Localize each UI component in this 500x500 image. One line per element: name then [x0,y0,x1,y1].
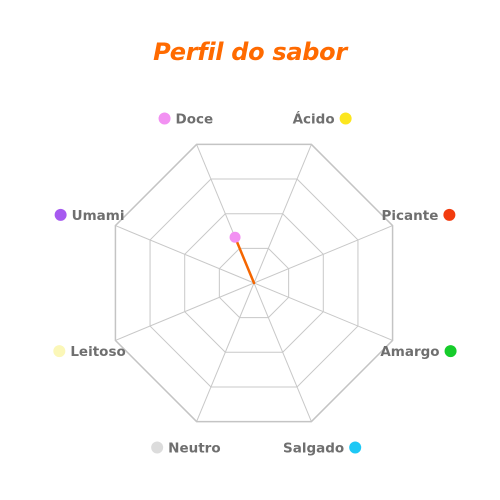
axis-label-neutro: Neutro [151,440,221,456]
axis-label-text: Amargo [380,344,439,360]
radar-axis-labels: Doce Ácido Picante Amargo Salgado Neutro Leito… [53,111,457,456]
spoke-salgado [253,282,312,422]
axis-label-amargo: Amargo [380,344,457,360]
legend-marker-salgado [349,441,362,454]
axis-label-text: Picante [382,208,439,224]
radar-series [229,231,256,285]
legend-marker-picante [443,208,456,221]
spoke-leitoso [115,282,255,341]
data-point-doce [229,231,241,243]
axis-label-picante: Picante [382,208,456,224]
legend-marker-doce [158,112,171,125]
axis-label-umami: Umami [54,208,125,224]
legend-marker-neutro [151,441,164,454]
axis-label-salgado: Salgado [283,440,362,456]
chart-title: Perfil do sabor [153,38,347,66]
spoke-neutro [196,282,255,422]
axis-label-leitoso: Leitoso [53,344,126,360]
legend-marker-ácido [339,112,352,125]
axis-label-text: Leitoso [70,344,125,360]
axis-label-text: Neutro [168,440,220,456]
axis-label-text: Umami [72,208,125,224]
axis-label-ácido: Ácido [293,111,352,128]
spoke-picante [253,225,393,284]
axis-label-text: Salgado [283,440,344,456]
spoke-umami [115,225,255,284]
radar-spokes [115,144,393,422]
legend-marker-amargo [444,345,457,358]
axis-label-text: Ácido [293,111,335,128]
axis-label-doce: Doce [158,112,214,128]
legend-marker-leitoso [53,345,66,358]
spoke-ácido [253,144,312,284]
series-polygon [233,236,256,285]
axis-label-text: Doce [176,112,214,128]
spoke-amargo [253,282,393,341]
legend-marker-umami [54,208,67,221]
